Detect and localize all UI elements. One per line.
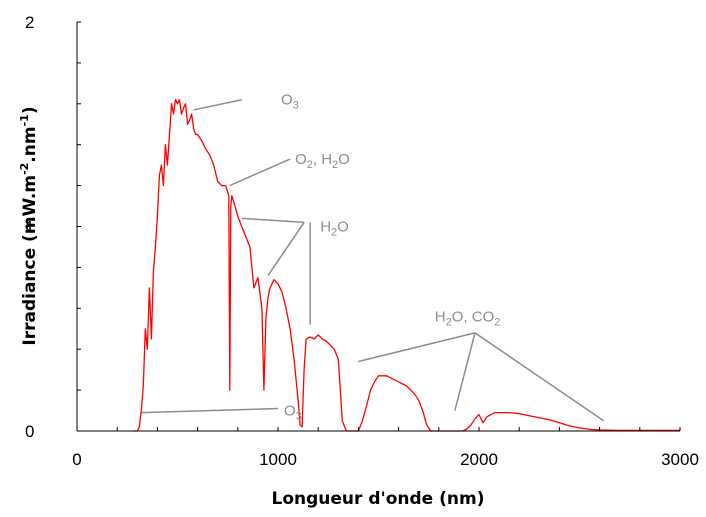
annotation-label: H2O [320, 219, 349, 239]
y-tick-label: 2 [25, 13, 34, 32]
annotation-leader-line [474, 332, 605, 422]
x-axis-title: Longueur d'onde (nm) [272, 489, 485, 509]
annotation-leader-line [229, 158, 291, 187]
annotation-leader-line [241, 217, 305, 224]
annotation-leader-line [358, 332, 476, 363]
annotation-lines [141, 98, 605, 422]
annotation-leader-line [141, 407, 279, 414]
annotation-label: O3 [281, 92, 299, 112]
axes [76, 22, 680, 432]
y-tick-label: 0 [25, 422, 34, 441]
annotation-label: O2, H2O [295, 151, 350, 171]
annotation-leader-line [193, 98, 242, 111]
annotation-leader-line [454, 332, 476, 411]
tick-labels: 0 1000 2000 3000 0 1 2 [25, 13, 699, 469]
x-tick-label: 3000 [661, 450, 699, 469]
annotation-labels: O3 O2, H2O H2O H2O, CO2 O3 [281, 92, 500, 423]
annotation-label: O3 [284, 403, 302, 423]
x-tick-label: 1000 [259, 450, 297, 469]
x-tick-label: 0 [72, 450, 81, 469]
annotation-label: H2O, CO2 [435, 308, 501, 328]
annotation-leader-line [267, 221, 305, 277]
y-tick-label: 1 [25, 218, 34, 237]
tick-marks [76, 21, 681, 431]
y-axis-title: Irradiance (mW.m-2.nm-1) [18, 106, 40, 345]
x-tick-label: 2000 [460, 450, 498, 469]
irradiance-series-line [133, 99, 680, 432]
